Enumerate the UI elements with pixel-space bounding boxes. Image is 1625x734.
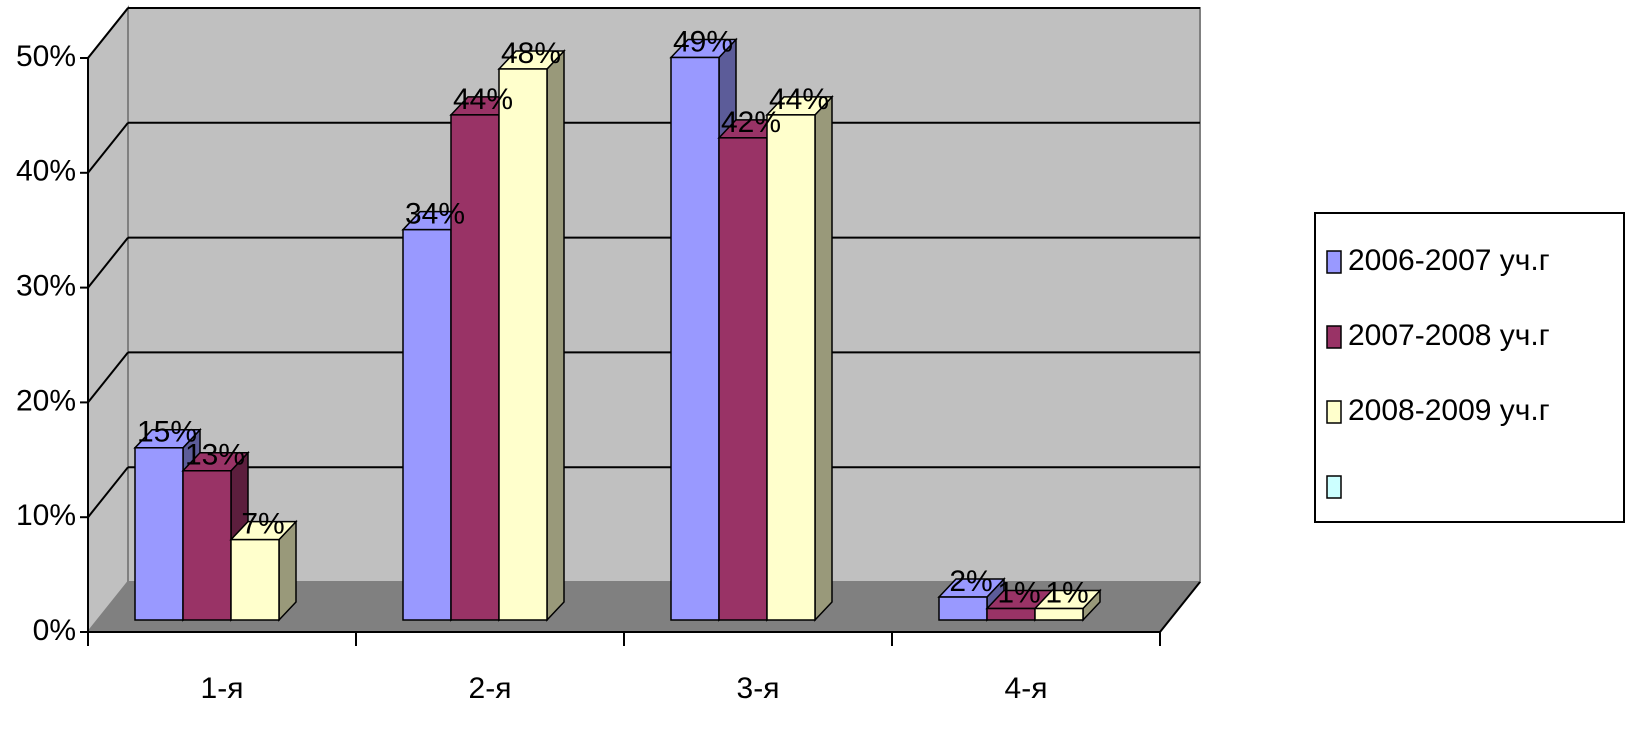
legend-label: 2006-2007 уч.г — [1348, 244, 1550, 277]
x-tick-label: 4-я — [1005, 672, 1048, 705]
legend — [1314, 212, 1625, 523]
bar — [938, 596, 988, 621]
value-label: 42% — [721, 106, 781, 139]
grid-line-side — [87, 466, 129, 518]
bar — [718, 137, 768, 621]
bar — [402, 228, 452, 621]
back-wall — [127, 7, 1201, 583]
grid-line-side — [87, 122, 129, 174]
value-label: 1% — [997, 576, 1040, 609]
x-tick-label: 2-я — [469, 672, 512, 705]
bar — [766, 114, 816, 621]
x-tick-label: 3-я — [737, 672, 780, 705]
grid-line-side — [87, 351, 129, 404]
bar — [498, 68, 548, 621]
value-label: 44% — [769, 83, 829, 116]
value-label: 34% — [405, 198, 465, 231]
legend-label: 2008-2009 уч.г — [1348, 394, 1550, 427]
bar — [986, 607, 1036, 621]
bar-side-shade — [1083, 590, 1100, 620]
side-wall — [87, 5, 129, 635]
bar — [230, 538, 280, 621]
bar — [134, 447, 184, 621]
y-tick-label: 0% — [33, 614, 76, 647]
value-label: 13% — [185, 439, 245, 472]
floor-edge — [1159, 581, 1201, 633]
y-tick-label: 50% — [16, 40, 76, 73]
value-label: 44% — [453, 83, 513, 116]
bar-side-shade — [815, 96, 832, 620]
y-tick-label: 40% — [16, 155, 76, 188]
grid-line-side — [87, 7, 129, 59]
bar — [450, 114, 500, 621]
y-tick-label: 20% — [16, 384, 76, 417]
legend-swatch — [1326, 400, 1342, 424]
legend-swatch — [1326, 475, 1342, 499]
legend-swatch — [1326, 250, 1342, 274]
legend-label: 2007-2008 уч.г — [1348, 319, 1550, 352]
floor — [88, 582, 1200, 632]
bar — [670, 56, 720, 621]
bar — [1034, 607, 1084, 621]
value-label: 15% — [137, 416, 197, 449]
value-label: 49% — [673, 25, 733, 58]
value-label: 2% — [949, 565, 992, 598]
y-tick-label: 10% — [16, 499, 76, 532]
bar-side-shade — [279, 521, 296, 620]
grid-line-side — [87, 236, 129, 289]
value-label: 7% — [241, 508, 284, 541]
value-label: 1% — [1045, 576, 1088, 609]
bar-side-shade — [547, 50, 564, 620]
y-tick-label: 30% — [16, 270, 76, 303]
value-label: 48% — [501, 37, 561, 70]
legend-swatch — [1326, 325, 1342, 349]
x-tick-label: 1-я — [201, 672, 244, 705]
bar — [182, 470, 232, 621]
